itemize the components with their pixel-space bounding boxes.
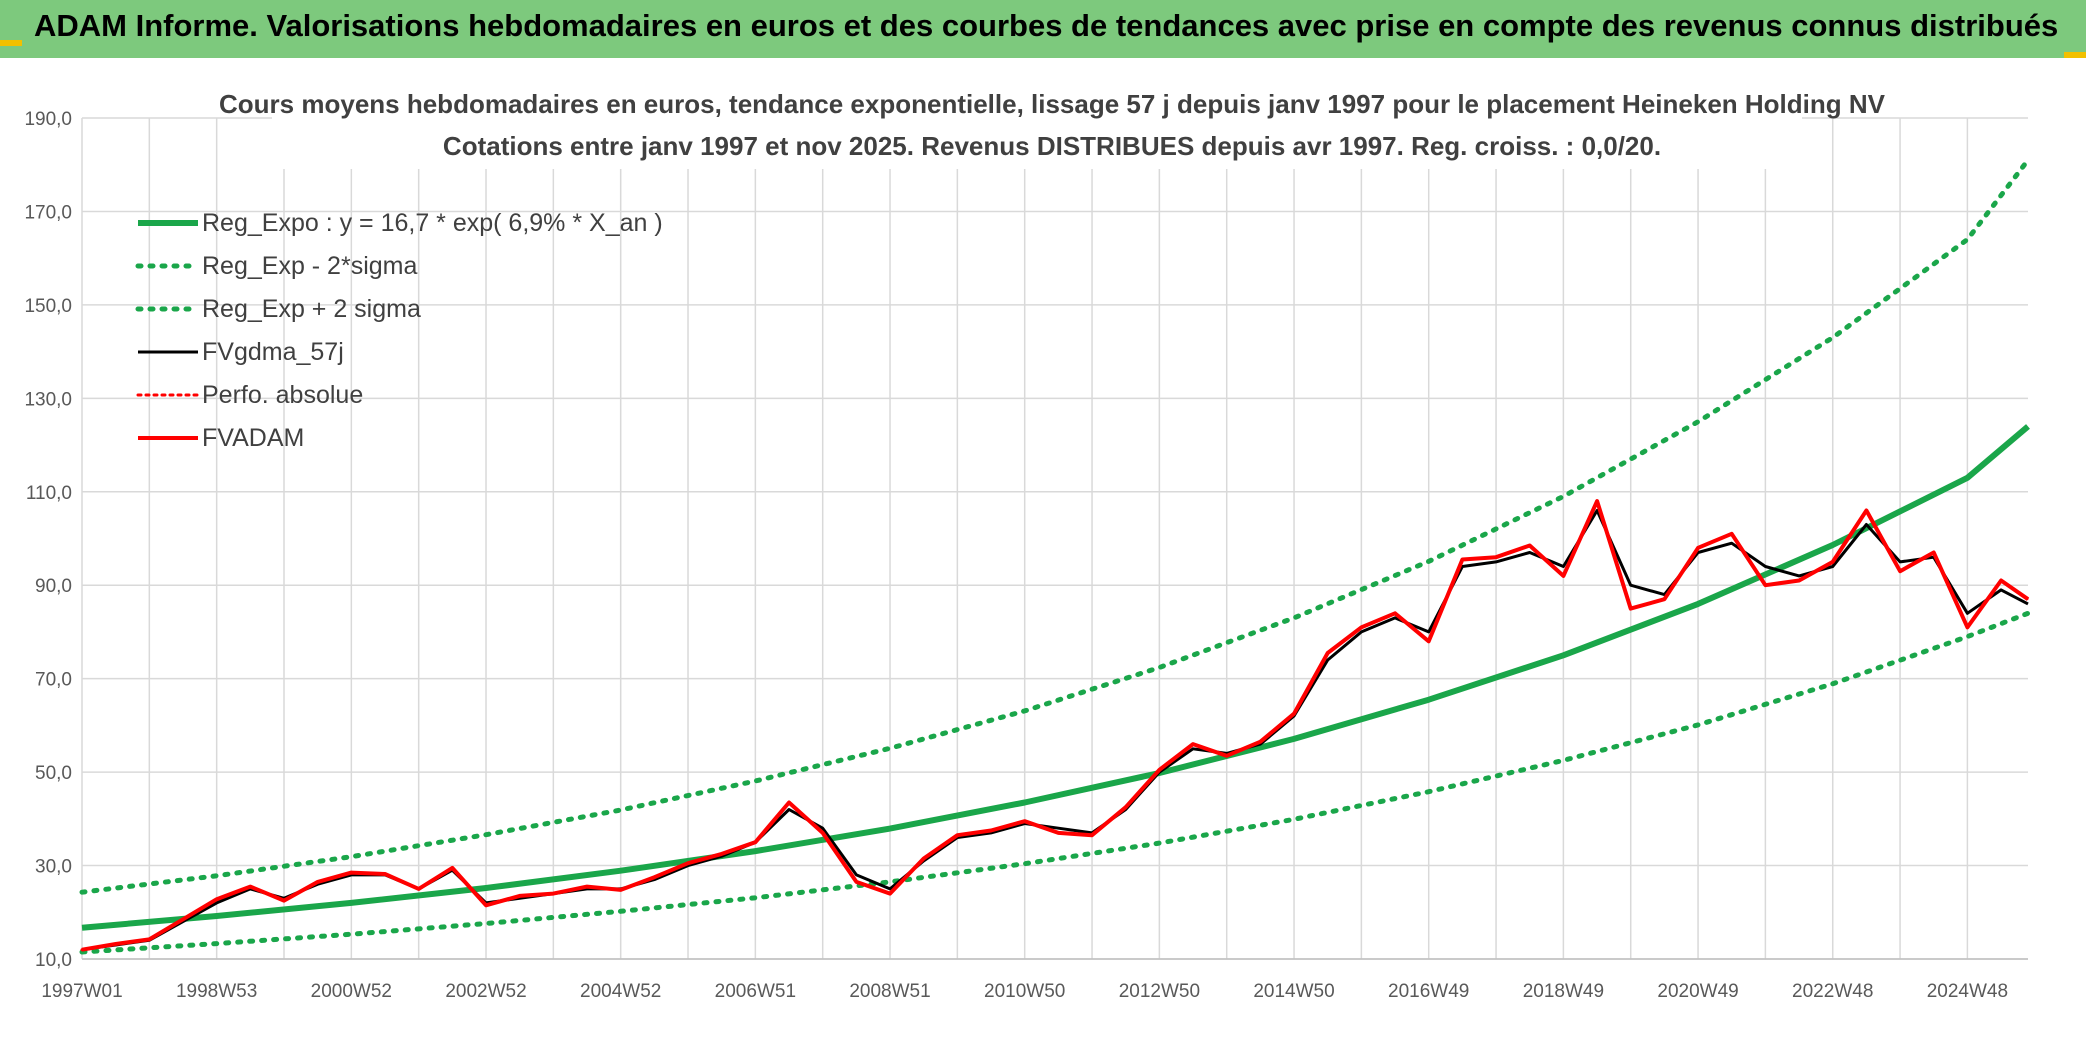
legend-label: FVADAM xyxy=(202,424,304,452)
legend-label: Reg_Expo : y = 16,7 * exp( 6,9% * X_an ) xyxy=(202,209,663,237)
x-tick-label: 2008W51 xyxy=(849,981,930,1002)
series-line-4 xyxy=(80,499,2030,952)
x-tick-label: 2014W50 xyxy=(1253,981,1334,1002)
y-tick-label: 70,0 xyxy=(35,670,72,691)
chart-title-background xyxy=(272,83,1802,169)
corner-marker-left xyxy=(0,40,22,46)
x-tick-label: 2002W52 xyxy=(445,981,526,1002)
series-line-2 xyxy=(79,157,2031,895)
y-tick-label: 170,0 xyxy=(24,202,72,223)
legend-label: Perfo. absolue xyxy=(202,381,363,409)
legend-label: FVgdma_57j xyxy=(202,338,344,366)
report-title: ADAM Informe. Valorisations hebdomadaire… xyxy=(34,8,2059,43)
x-tick-label: 2010W50 xyxy=(984,981,1065,1002)
x-tick-label: 2020W49 xyxy=(1657,981,1738,1002)
y-tick-label: 190,0 xyxy=(24,109,72,130)
y-tick-label: 90,0 xyxy=(35,576,72,597)
x-tick-label: 2024W48 xyxy=(1927,981,2008,1002)
y-axis-labels: 10,0 30,0 50,0 70,0 90,0 110,0 130,0 150,0 170,0… xyxy=(24,109,72,971)
x-axis-labels: 1997W01 1998W53 2000W52 2002W52 2004W52 2006W… xyxy=(41,981,2008,1002)
series-line-0 xyxy=(81,424,2030,931)
x-tick-label: 1997W01 xyxy=(41,981,122,1002)
x-tick-label: 2012W50 xyxy=(1119,981,1200,1002)
chart-title-line1: Cours moyens hebdomadaires en euros, ten… xyxy=(219,89,1886,119)
y-tick-label: 150,0 xyxy=(24,296,72,317)
legend: Reg_Expo : y = 16,7 * exp( 6,9% * X_an )… xyxy=(135,209,663,452)
y-tick-label: 50,0 xyxy=(35,763,72,784)
x-tick-label: 2004W52 xyxy=(580,981,661,1002)
y-tick-label: 30,0 xyxy=(35,857,72,878)
chart-background xyxy=(0,58,2086,1037)
series-layer xyxy=(79,157,2031,955)
x-tick-label: 2006W51 xyxy=(715,981,796,1002)
chart-title: Cours moyens hebdomadaires en euros, ten… xyxy=(219,83,1886,169)
report-banner: ADAM Informe. Valorisations hebdomadaire… xyxy=(0,0,2086,58)
y-tick-label: 10,0 xyxy=(35,950,72,971)
legend-label: Reg_Exp + 2 sigma xyxy=(202,295,421,323)
x-tick-label: 2022W48 xyxy=(1792,981,1873,1002)
chart-title-line2: Cotations entre janv 1997 et nov 2025. R… xyxy=(443,131,1661,161)
x-tick-label: 2018W49 xyxy=(1523,981,1604,1002)
series-line-1 xyxy=(79,610,2031,955)
x-tick-label: 2000W52 xyxy=(311,981,392,1002)
y-tick-label: 130,0 xyxy=(24,389,72,410)
corner-marker-right xyxy=(2064,52,2086,58)
legend-label: Reg_Exp - 2*sigma xyxy=(202,252,417,280)
chart-area: 10,0 30,0 50,0 70,0 90,0 110,0 130,0 150,0 170,0… xyxy=(0,58,2086,1037)
x-tick-label: 2016W49 xyxy=(1388,981,1469,1002)
x-tick-label: 1998W53 xyxy=(176,981,257,1002)
y-tick-label: 110,0 xyxy=(26,483,72,504)
